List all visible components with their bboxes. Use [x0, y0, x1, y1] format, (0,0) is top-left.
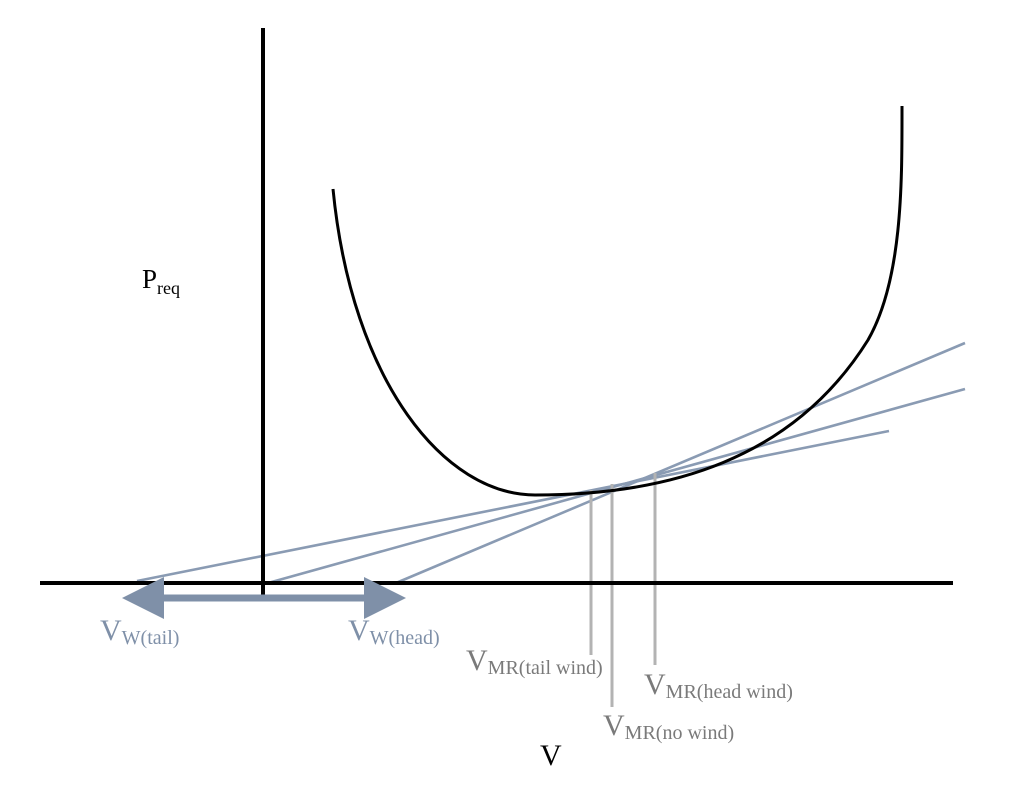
x-axis-label: V	[540, 739, 562, 772]
vmr-label-head-wind: VMR(head wind)	[644, 668, 793, 703]
vmr-label-tail-wind: VMR(tail wind)	[466, 644, 603, 679]
wind-label-tail: VW(tail)	[100, 614, 179, 649]
vmr-label-no-wind: VMR(no wind)	[603, 709, 734, 744]
tangent-line-no-wind	[267, 387, 966, 585]
y-axis-label: Preq	[142, 264, 180, 298]
wind-label-head: VW(head)	[348, 614, 440, 649]
tangent-line-head-wind	[395, 341, 966, 585]
power-required-curve	[331, 105, 904, 497]
tangent-line-tail-wind	[136, 429, 890, 583]
